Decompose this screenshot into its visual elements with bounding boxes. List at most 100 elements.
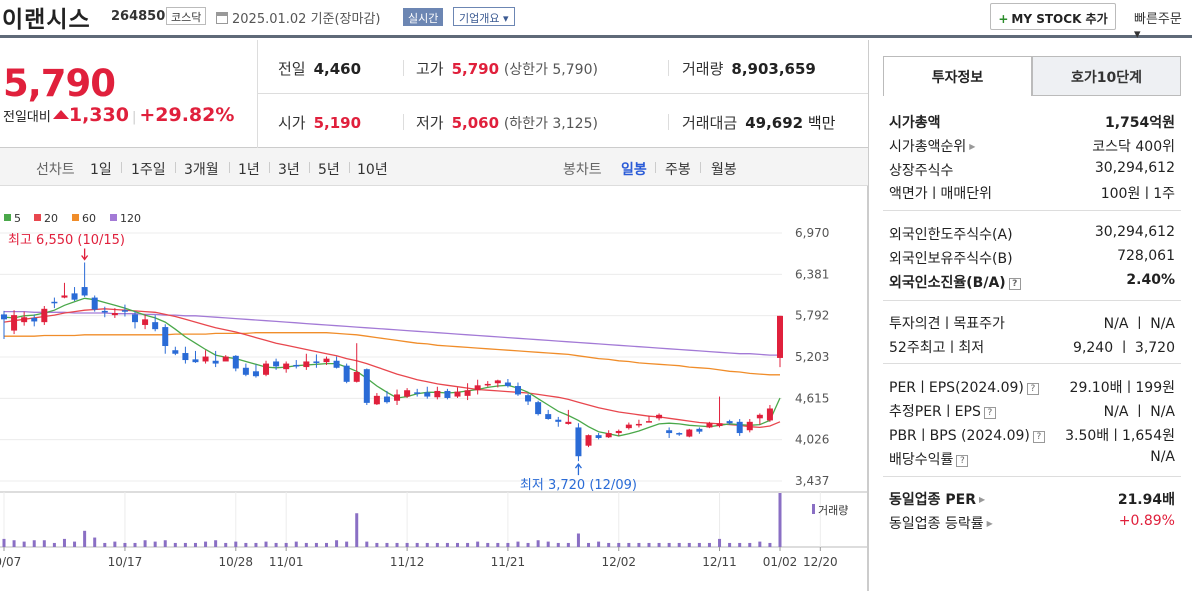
volume-bar: [466, 542, 470, 547]
tab-3y[interactable]: 3년: [278, 162, 300, 178]
volume-bar: [486, 542, 490, 547]
y-tick-label: 4,026: [795, 433, 829, 447]
x-tick-label: 12/11: [702, 555, 737, 569]
help-icon[interactable]: ?: [956, 455, 969, 467]
tab-orderbook[interactable]: 호가10단계: [1032, 56, 1181, 96]
candle: [766, 408, 773, 421]
volume-bar: [718, 538, 722, 547]
volume-bar: [214, 540, 218, 547]
candle: [363, 369, 370, 403]
tab-1d[interactable]: 1일: [90, 162, 112, 178]
candle: [333, 360, 340, 368]
volume-bar: [204, 541, 208, 547]
tab-daily[interactable]: 일봉: [621, 162, 647, 178]
candle: [273, 361, 280, 367]
x-tick-label: 12/20: [803, 555, 838, 569]
volume-bar: [395, 542, 399, 547]
plus-icon: +: [998, 12, 1009, 26]
caret-right-icon: ▶: [979, 495, 986, 504]
candle: [111, 313, 118, 316]
candle: [323, 358, 330, 363]
company-info-button[interactable]: 기업개요 ▾: [453, 7, 515, 26]
opinion-value: N/A ㅣ N/A: [1103, 316, 1175, 332]
market-badge: 코스닥: [166, 7, 207, 25]
candle: [142, 319, 149, 325]
candle: [504, 382, 511, 387]
y-tick-label: 4,615: [795, 391, 829, 405]
volume-bar: [103, 542, 107, 547]
candle: [343, 365, 350, 382]
volume-bar: [32, 540, 36, 547]
help-icon[interactable]: ?: [983, 407, 996, 419]
volume-bar: [707, 542, 711, 547]
foreign-limit-value: 30,294,612: [1094, 224, 1175, 240]
quote-row-1: 전일 4,460 고가 5,790 (상한가 5,790) 거래량 8,903,659: [258, 40, 868, 94]
volume-bar: [748, 542, 752, 547]
candle: [696, 428, 703, 432]
volume-bar: [123, 542, 127, 547]
candle: [353, 371, 360, 382]
tab-3m[interactable]: 3개월: [184, 162, 219, 178]
low-annotation: 최저 3,720 (12/09): [520, 478, 637, 493]
candle: [222, 356, 229, 362]
volume-bar: [597, 541, 601, 547]
candle: [373, 395, 380, 405]
candle: [645, 421, 652, 423]
week52-value: 9,240 ㅣ 3,720: [1073, 340, 1175, 356]
x-tick-label: 11/21: [491, 555, 526, 569]
volume-bar: [637, 542, 641, 547]
dividend-value: N/A: [1150, 449, 1175, 465]
volume-bar: [587, 542, 591, 547]
stock-header: 이랜시스 264850 코스닥 2025.01.02 기준(장마감) 실시간 기…: [0, 0, 1192, 42]
candle: [525, 395, 532, 402]
info-tabs: 투자정보 호가10단계: [883, 56, 1181, 96]
tab-weekly[interactable]: 주봉: [665, 162, 691, 178]
candle: [514, 386, 521, 395]
candle: [746, 421, 753, 431]
candle: [404, 390, 411, 397]
caret-right-icon: ▶: [986, 519, 993, 528]
volume-bar: [133, 542, 137, 547]
prev-close-cell: 전일 4,460: [278, 60, 362, 78]
x-tick-label: 10/17: [108, 555, 143, 569]
volume-bar: [83, 530, 87, 547]
volume-bar: [456, 542, 460, 547]
candle: [777, 315, 783, 358]
volume-bar: [697, 542, 701, 547]
help-icon[interactable]: ?: [1026, 383, 1039, 395]
tab-5y[interactable]: 5년: [318, 162, 340, 178]
volume-bar: [143, 540, 147, 547]
tab-monthly[interactable]: 월봉: [711, 162, 737, 178]
tab-10y[interactable]: 10년: [357, 162, 388, 178]
volume-bar: [657, 542, 661, 547]
quote-panel: 5,790 전일대비 1,330 | +29.82% 전일 4,460 고가 5,790 …: [0, 40, 868, 148]
candle: [383, 396, 390, 403]
volume-bar: [445, 542, 449, 547]
volume-bar: [355, 513, 359, 547]
volume-bar: [687, 542, 691, 547]
x-tick-label: 11/12: [390, 555, 425, 569]
volume-bar: [234, 541, 238, 547]
candle: [686, 429, 693, 437]
tab-invest-info[interactable]: 투자정보: [883, 56, 1032, 96]
current-price: 5,790: [3, 62, 116, 105]
low-value: 5,060: [451, 114, 500, 132]
volume-value: 8,903,659: [731, 60, 816, 78]
volume-bar: [42, 540, 46, 547]
price-chart[interactable]: 5 20 60 120 6,970 6,381 5,792 5,203 4,615 4,026 3,…: [0, 186, 868, 591]
volume-bar: [556, 542, 560, 547]
tab-1w[interactable]: 1주일: [131, 162, 166, 178]
help-icon[interactable]: ?: [1032, 431, 1045, 443]
realtime-badge[interactable]: 실시간: [403, 8, 444, 26]
diff-value: 1,330: [68, 104, 129, 126]
candle: [1, 314, 7, 320]
diff-label: 전일대비: [3, 110, 51, 125]
mystock-add-button[interactable]: + MY STOCK 추가: [990, 3, 1116, 30]
calendar-icon: [216, 12, 228, 24]
candle: [756, 414, 763, 419]
tab-1y[interactable]: 1년: [238, 162, 260, 178]
fast-order-button[interactable]: 빠른주문 ▾: [1134, 12, 1182, 42]
volume-bar: [224, 542, 228, 547]
candle: [152, 322, 159, 330]
help-icon[interactable]: ?: [1008, 278, 1021, 290]
